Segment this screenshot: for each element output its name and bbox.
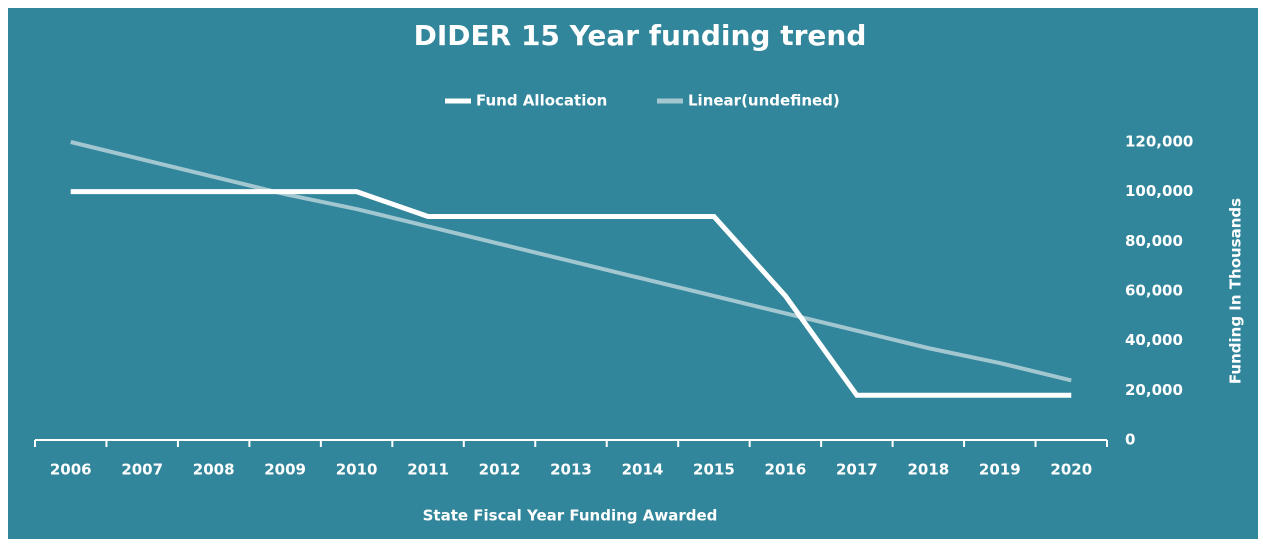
x-tick-label: 2008 <box>193 461 235 479</box>
legend-label: Fund Allocation <box>476 92 607 110</box>
y-tick-label: 20,000 <box>1125 381 1183 399</box>
x-tick-label: 2010 <box>336 461 378 479</box>
series-line <box>70 140 1072 383</box>
y-tick-label: 80,000 <box>1125 232 1183 250</box>
x-tick-label: 2012 <box>479 461 521 479</box>
x-tick-label: 2009 <box>264 461 306 479</box>
x-tick-label: 2015 <box>693 461 735 479</box>
x-tick-label: 2017 <box>836 461 878 479</box>
x-tick-label: 2011 <box>407 461 449 479</box>
x-tick-label: 2006 <box>50 461 92 479</box>
y-tick-label: 120,000 <box>1125 133 1193 151</box>
x-axis-title: State Fiscal Year Funding Awarded <box>423 507 718 525</box>
y-tick-label: 60,000 <box>1125 282 1183 300</box>
x-tick-label: 2007 <box>121 461 163 479</box>
x-tick-label: 2013 <box>550 461 592 479</box>
y-tick-label: 40,000 <box>1125 331 1183 349</box>
series-line <box>70 189 1072 398</box>
x-tick-label: 2019 <box>979 461 1021 479</box>
legend-label: Linear(undefined) <box>688 92 840 110</box>
x-tick-label: 2020 <box>1050 461 1092 479</box>
x-tick-label: 2016 <box>765 461 807 479</box>
y-axis-title: Funding In Thousands <box>1227 198 1245 384</box>
y-tick-label: 0 <box>1125 431 1135 449</box>
chart-background <box>8 8 1258 539</box>
y-tick-label: 100,000 <box>1125 182 1193 200</box>
x-tick-label: 2018 <box>907 461 949 479</box>
x-tick-label: 2014 <box>622 461 664 479</box>
chart-title: DIDER 15 Year funding trend <box>414 19 867 52</box>
